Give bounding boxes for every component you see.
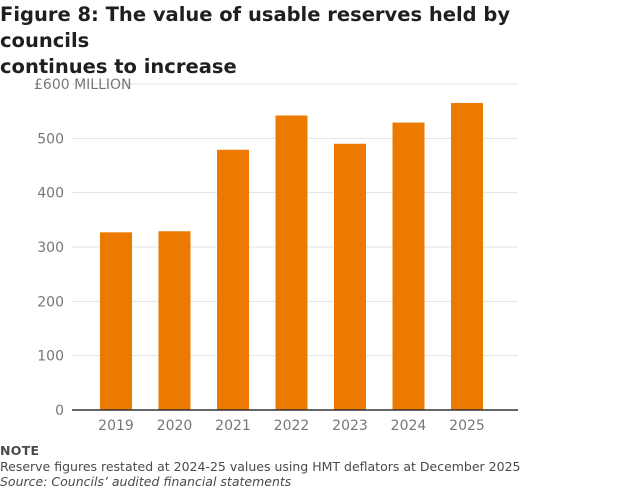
- bar-2021: [217, 149, 249, 410]
- x-tick-label: 2025: [449, 418, 485, 434]
- source-text: Source: Councils’ audited financial stat…: [0, 474, 292, 489]
- x-tick-label: 2024: [391, 418, 427, 434]
- chart-title: Figure 8: The value of usable reserves h…: [0, 2, 600, 80]
- y-tick-label: 400: [37, 186, 64, 202]
- y-tick-label: 200: [37, 294, 64, 310]
- y-tick-label: 300: [37, 240, 64, 256]
- y-tick-label: 0: [55, 403, 64, 419]
- note-text: Reserve figures restated at 2024-25 valu…: [0, 459, 521, 474]
- bar-2019: [100, 232, 132, 410]
- x-tick-label: 2023: [332, 418, 368, 434]
- bar-2025: [451, 103, 483, 410]
- bar-2023: [334, 143, 366, 410]
- x-axis-ticks: 2019 2020 2021 2022 2023 2024 2025: [98, 418, 485, 434]
- bars: [100, 103, 483, 411]
- chart-title-line-1: Figure 8: The value of usable reserves h…: [0, 3, 511, 52]
- x-tick-label: 2020: [157, 418, 193, 434]
- x-tick-label: 2022: [274, 418, 310, 434]
- y-tick-label: 500: [37, 131, 64, 147]
- bar-2024: [392, 122, 425, 411]
- note-heading: NOTE: [0, 443, 40, 458]
- x-tick-label: 2019: [98, 418, 134, 434]
- y-tick-label: £600 MILLION: [34, 77, 132, 93]
- bar-2020: [158, 231, 191, 410]
- chart-title-line-2: continues to increase: [0, 55, 237, 78]
- bar-chart: 0 100 200 300 400 500 £600 MILLION 2019 2020 202…: [34, 77, 518, 434]
- x-tick-label: 2021: [215, 418, 251, 434]
- y-axis-ticks: 0 100 200 300 400 500 £600 MILLION: [34, 77, 132, 419]
- y-tick-label: 100: [37, 349, 64, 365]
- bar-2022: [275, 115, 308, 410]
